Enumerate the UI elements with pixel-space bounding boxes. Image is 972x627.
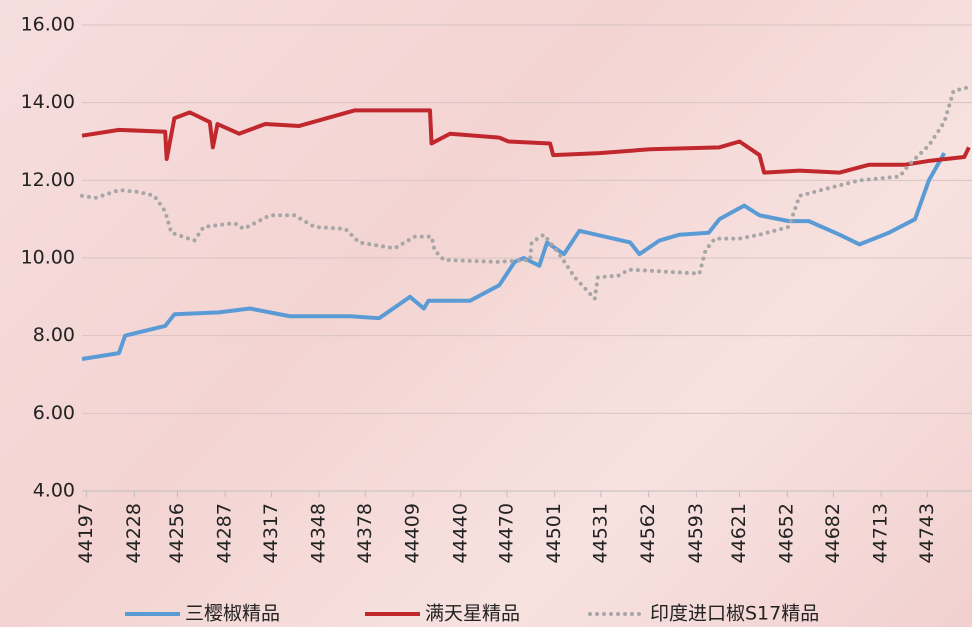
x-tick-label: 44348 xyxy=(308,503,330,563)
y-tick-label: 14.00 xyxy=(21,91,75,113)
legend-label: 三樱椒精品 xyxy=(185,603,280,625)
series-line xyxy=(81,108,971,175)
x-tick-label: 44562 xyxy=(637,503,659,563)
x-tick-label: 44440 xyxy=(449,503,471,563)
y-tick-label: 6.00 xyxy=(33,402,75,424)
x-tick-label: 44713 xyxy=(870,503,892,563)
x-tick-label: 44621 xyxy=(728,503,750,563)
y-tick-label: 8.00 xyxy=(33,324,75,346)
x-tick-label: 44652 xyxy=(776,503,798,563)
x-tick-label: 44531 xyxy=(589,503,611,563)
y-tick-label: 16.00 xyxy=(21,14,75,36)
y-tick-label: 4.00 xyxy=(33,480,75,502)
x-tick-label: 44743 xyxy=(916,503,938,563)
x-tick-label: 44409 xyxy=(402,503,424,563)
legend-label: 印度进口椒S17精品 xyxy=(650,603,819,625)
x-tick-label: 44317 xyxy=(260,503,282,563)
y-tick-label: 12.00 xyxy=(21,169,75,191)
series-line xyxy=(80,85,971,301)
x-tick-label: 44256 xyxy=(166,503,188,563)
x-tick-label: 44197 xyxy=(75,503,97,563)
x-tick-label: 44593 xyxy=(685,503,707,563)
x-tick-label: 44228 xyxy=(123,503,145,563)
x-tick-label: 44470 xyxy=(495,503,517,563)
series-line xyxy=(81,152,947,361)
x-tick-label: 44682 xyxy=(822,503,844,563)
legend-label: 满天星精品 xyxy=(425,603,520,625)
y-tick-label: 10.00 xyxy=(21,247,75,269)
x-tick-label: 44378 xyxy=(354,503,376,563)
x-tick-label: 44287 xyxy=(214,503,236,563)
x-tick-label: 44501 xyxy=(543,503,565,563)
